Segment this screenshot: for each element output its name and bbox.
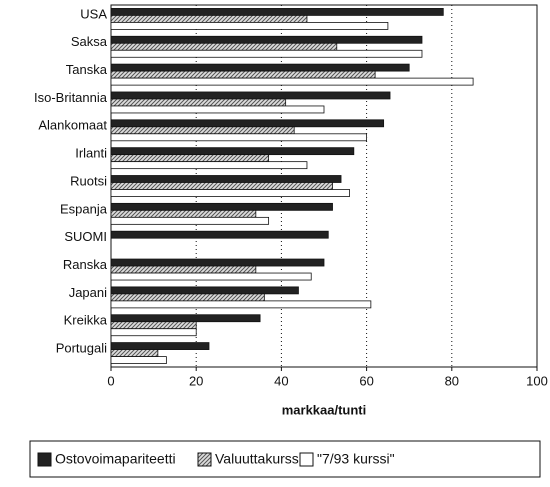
bar <box>110 63 410 72</box>
bar <box>110 230 329 239</box>
bar <box>110 70 376 79</box>
bar <box>110 272 312 281</box>
y-tick-label: Tanska <box>66 62 108 77</box>
bar <box>110 15 308 23</box>
bar <box>110 161 308 170</box>
bar <box>110 209 257 218</box>
y-tick-label: Saksa <box>71 34 108 49</box>
bar <box>110 258 325 267</box>
y-tick-label: USA <box>80 6 107 21</box>
bar <box>110 293 265 302</box>
bar <box>110 321 197 330</box>
bar <box>110 91 391 100</box>
bar <box>110 22 389 30</box>
bar <box>110 314 261 323</box>
y-tick-label: Iso-Britannia <box>34 90 108 105</box>
legend-swatch <box>299 452 314 467</box>
bar <box>110 286 299 295</box>
bar <box>110 126 295 135</box>
bar <box>110 300 372 309</box>
bar <box>110 77 474 86</box>
bar <box>110 8 444 16</box>
bar <box>110 265 257 274</box>
bar <box>110 349 159 357</box>
y-tick-label: Kreikka <box>64 313 108 328</box>
y-tick-label: Portugali <box>56 341 107 356</box>
x-axis-label: markkaa/tunti <box>282 402 367 417</box>
bar <box>110 342 210 350</box>
legend-swatch <box>37 452 52 467</box>
bar <box>110 147 355 156</box>
bar <box>110 35 423 44</box>
legend-swatch <box>197 452 212 467</box>
y-tick-label: SUOMI <box>64 229 107 244</box>
y-tick-label: Ruotsi <box>70 173 107 188</box>
bar <box>110 154 270 163</box>
bar <box>110 202 333 211</box>
x-tick-label: 0 <box>107 373 114 388</box>
legend-label: "7/93 kurssi" <box>317 451 395 467</box>
bar <box>110 356 167 364</box>
legend-box <box>29 440 541 478</box>
x-tick-label: 80 <box>445 373 459 388</box>
x-tick-label: 40 <box>274 373 288 388</box>
bar <box>110 105 325 114</box>
bar <box>110 328 197 337</box>
bar <box>110 133 368 142</box>
bar <box>110 42 338 51</box>
legend-label: Valuuttakurssi <box>215 451 302 467</box>
bar <box>110 182 333 190</box>
y-tick-label: Japani <box>69 285 107 300</box>
bar <box>110 98 287 107</box>
y-tick-label: Ranska <box>63 257 108 272</box>
y-tick-label: Alankomaat <box>38 118 107 133</box>
legend-label: Ostovoimapariteetti <box>55 451 176 467</box>
bar <box>110 119 385 128</box>
bar <box>110 216 270 225</box>
y-tick-label: Espanja <box>60 201 108 216</box>
x-tick-label: 20 <box>189 373 203 388</box>
bar <box>110 189 350 197</box>
y-tick-label: Irlanti <box>75 146 107 161</box>
bar <box>110 49 423 58</box>
bar <box>110 175 342 183</box>
x-tick-label: 60 <box>359 373 373 388</box>
x-tick-label: 100 <box>526 373 548 388</box>
